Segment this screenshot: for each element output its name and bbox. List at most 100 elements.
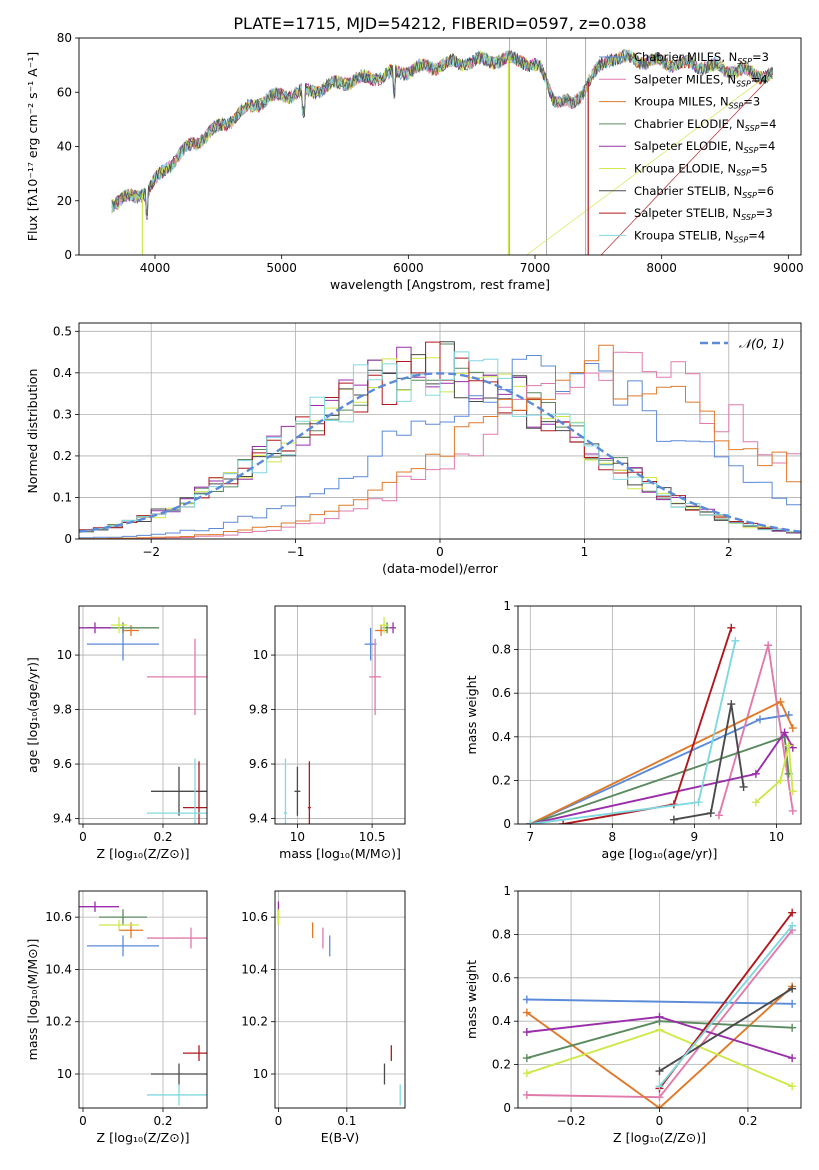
x-tick-label: −1 (287, 545, 305, 559)
y-tick-label: 0 (503, 1101, 511, 1115)
residual-histogram (79, 351, 801, 533)
y-axis-label: age [log₁₀(age/yr)] (25, 657, 40, 773)
panel-age-vs-Z: 0 0.2 9.4 9.6 9.8 10 Z [log₁₀(Z/Z⊙)] age [log₁₀… (25, 605, 208, 861)
y-axis-label: Normed distribution (25, 369, 40, 494)
axes-frame (78, 605, 208, 825)
mass-weight-point (788, 1054, 797, 1063)
mass-weight-point (526, 820, 535, 824)
x-tick-label: 0 (79, 830, 87, 844)
mass-weight-point (522, 1054, 531, 1063)
y-tick-label: 1 (503, 884, 511, 898)
mass-weight-line (526, 985, 793, 1108)
residual-histogram (79, 355, 801, 539)
y-tick-label: 10.6 (241, 910, 268, 924)
plot-area (522, 908, 797, 1108)
plot-area (277, 901, 401, 1106)
axes-frame (517, 605, 802, 825)
y-tick-label: 10 (57, 1067, 72, 1081)
legend-label: Kroupa MILES, NSSP=3 (634, 95, 760, 111)
mass-weight-point (522, 1069, 531, 1078)
x-axis-label: Z [log₁₀(Z/Z⊙)] (613, 1130, 706, 1145)
mass-weight-line (658, 925, 793, 1087)
mass-weight-point (655, 1082, 664, 1091)
y-tick-label: 0.8 (492, 927, 511, 941)
y-tick-label: 0.4 (53, 366, 72, 380)
mass-weight-point (788, 1023, 797, 1032)
y-tick-label: 10 (253, 1067, 268, 1081)
mass-weight-line (718, 644, 794, 816)
mass-weight-point (655, 1067, 664, 1076)
axes-frame (78, 37, 802, 256)
axes-frame (78, 890, 208, 1109)
x-tick-label: 8000 (646, 261, 677, 275)
panel-spectrum: 4000 5000 6000 7000 8000 9000 0 20 40 60 80 wavelen… (25, 31, 804, 292)
x-axis-label: Z [log₁₀(Z/Z⊙)] (97, 846, 190, 861)
panel-age-vs-mass: 10 10.5 9.4 9.6 9.8 10 mass [log₁₀(M/M⊙)] (249, 605, 406, 861)
y-tick-label: 9.4 (53, 812, 72, 826)
y-tick-label: 0.6 (492, 686, 511, 700)
y-axis-label: mass [log₁₀(M/M⊙)] (25, 939, 40, 1061)
mass-weight-point (731, 636, 740, 645)
y-axis-label: mass weight (464, 960, 479, 1039)
residual-histogram (79, 344, 801, 539)
mass-weight-point (784, 741, 793, 750)
mass-weight-point (655, 1025, 664, 1034)
mass-weight-line (755, 745, 794, 803)
x-tick-label: 10 (290, 830, 305, 844)
legend-label: 𝒩(0, 1) (739, 336, 785, 351)
mass-weight-point (727, 623, 736, 632)
panel-mass-vs-Z: 0 0.2 10 10.2 10.4 10.6 Z [log₁₀(Z/Z⊙)] mass [l… (25, 890, 208, 1145)
normal-reference-curve (79, 372, 801, 533)
y-axis-label: mass weight (464, 675, 479, 754)
plot-area (79, 901, 207, 1106)
mass-weight-line (673, 703, 745, 821)
mass-weight-point (788, 1082, 797, 1091)
y-tick-label: 9.8 (249, 703, 268, 717)
x-tick-label: 10.5 (359, 830, 386, 844)
x-tick-label: 8 (609, 830, 617, 844)
y-tick-label: 9.8 (53, 703, 72, 717)
mass-weight-point (788, 921, 797, 930)
mass-weight-point (655, 1093, 664, 1102)
x-tick-label: 5000 (266, 261, 297, 275)
legend-label: Kroupa ELODIE, NSSP=5 (634, 162, 768, 178)
y-tick-label: 1 (503, 599, 511, 613)
x-axis-label: wavelength [Angstrom, rest frame] (330, 277, 550, 292)
mass-weight-point (776, 697, 785, 706)
legend-label: Salpeter STELIB, NSSP=3 (634, 206, 773, 222)
mass-weight-point (559, 820, 568, 824)
y-axis-label: Flux [fλ10⁻¹⁷ erg cm⁻² s⁻¹ A⁻¹] (25, 52, 40, 241)
mass-weight-line (530, 640, 737, 824)
y-tick-label: 0 (503, 817, 511, 831)
x-tick-label: 0 (275, 1114, 283, 1128)
y-tick-label: 0.2 (492, 1058, 511, 1072)
x-tick-label: −2 (142, 545, 160, 559)
mass-weight-point (751, 769, 760, 778)
x-tick-label: 0.1 (337, 1114, 356, 1128)
x-axis-label: E(B-V) (321, 1130, 360, 1145)
mass-weight-point (788, 743, 797, 752)
y-tick-label: 10.4 (241, 962, 268, 976)
mass-weight-point (788, 999, 797, 1008)
mass-weight-point (669, 815, 678, 824)
mass-weight-line (526, 998, 793, 1005)
panel-mass-weight-vs-age: 7 8 9 10 0 0.2 0.4 0.6 0.8 1 age [log₁₀(age/yr)] ma… (464, 599, 802, 861)
x-tick-label: 9 (691, 830, 699, 844)
mass-weight-line (562, 627, 733, 824)
mass-weight-point (522, 1028, 531, 1037)
y-tick-label: 0.4 (492, 1014, 511, 1028)
mass-weight-point (655, 1104, 664, 1108)
spectrum-legend: Chabrier MILES, NSSP=3 Salpeter MILES, NS… (599, 50, 776, 244)
mass-weight-line (530, 730, 794, 824)
figure-title: PLATE=1715, MJD=54212, FIBERID=0597, z=0… (233, 14, 646, 33)
x-tick-label: 7 (526, 830, 534, 844)
y-tick-label: 20 (57, 194, 72, 208)
y-tick-label: 10.2 (241, 1015, 268, 1029)
mass-weight-point (739, 782, 748, 791)
legend-label: Chabrier ELODIE, NSSP=4 (634, 117, 776, 133)
axes-frame (274, 890, 406, 1109)
mass-weight-point (780, 728, 789, 737)
legend-label: Salpeter ELODIE, NSSP=4 (634, 139, 775, 155)
y-tick-label: 0.4 (492, 730, 511, 744)
